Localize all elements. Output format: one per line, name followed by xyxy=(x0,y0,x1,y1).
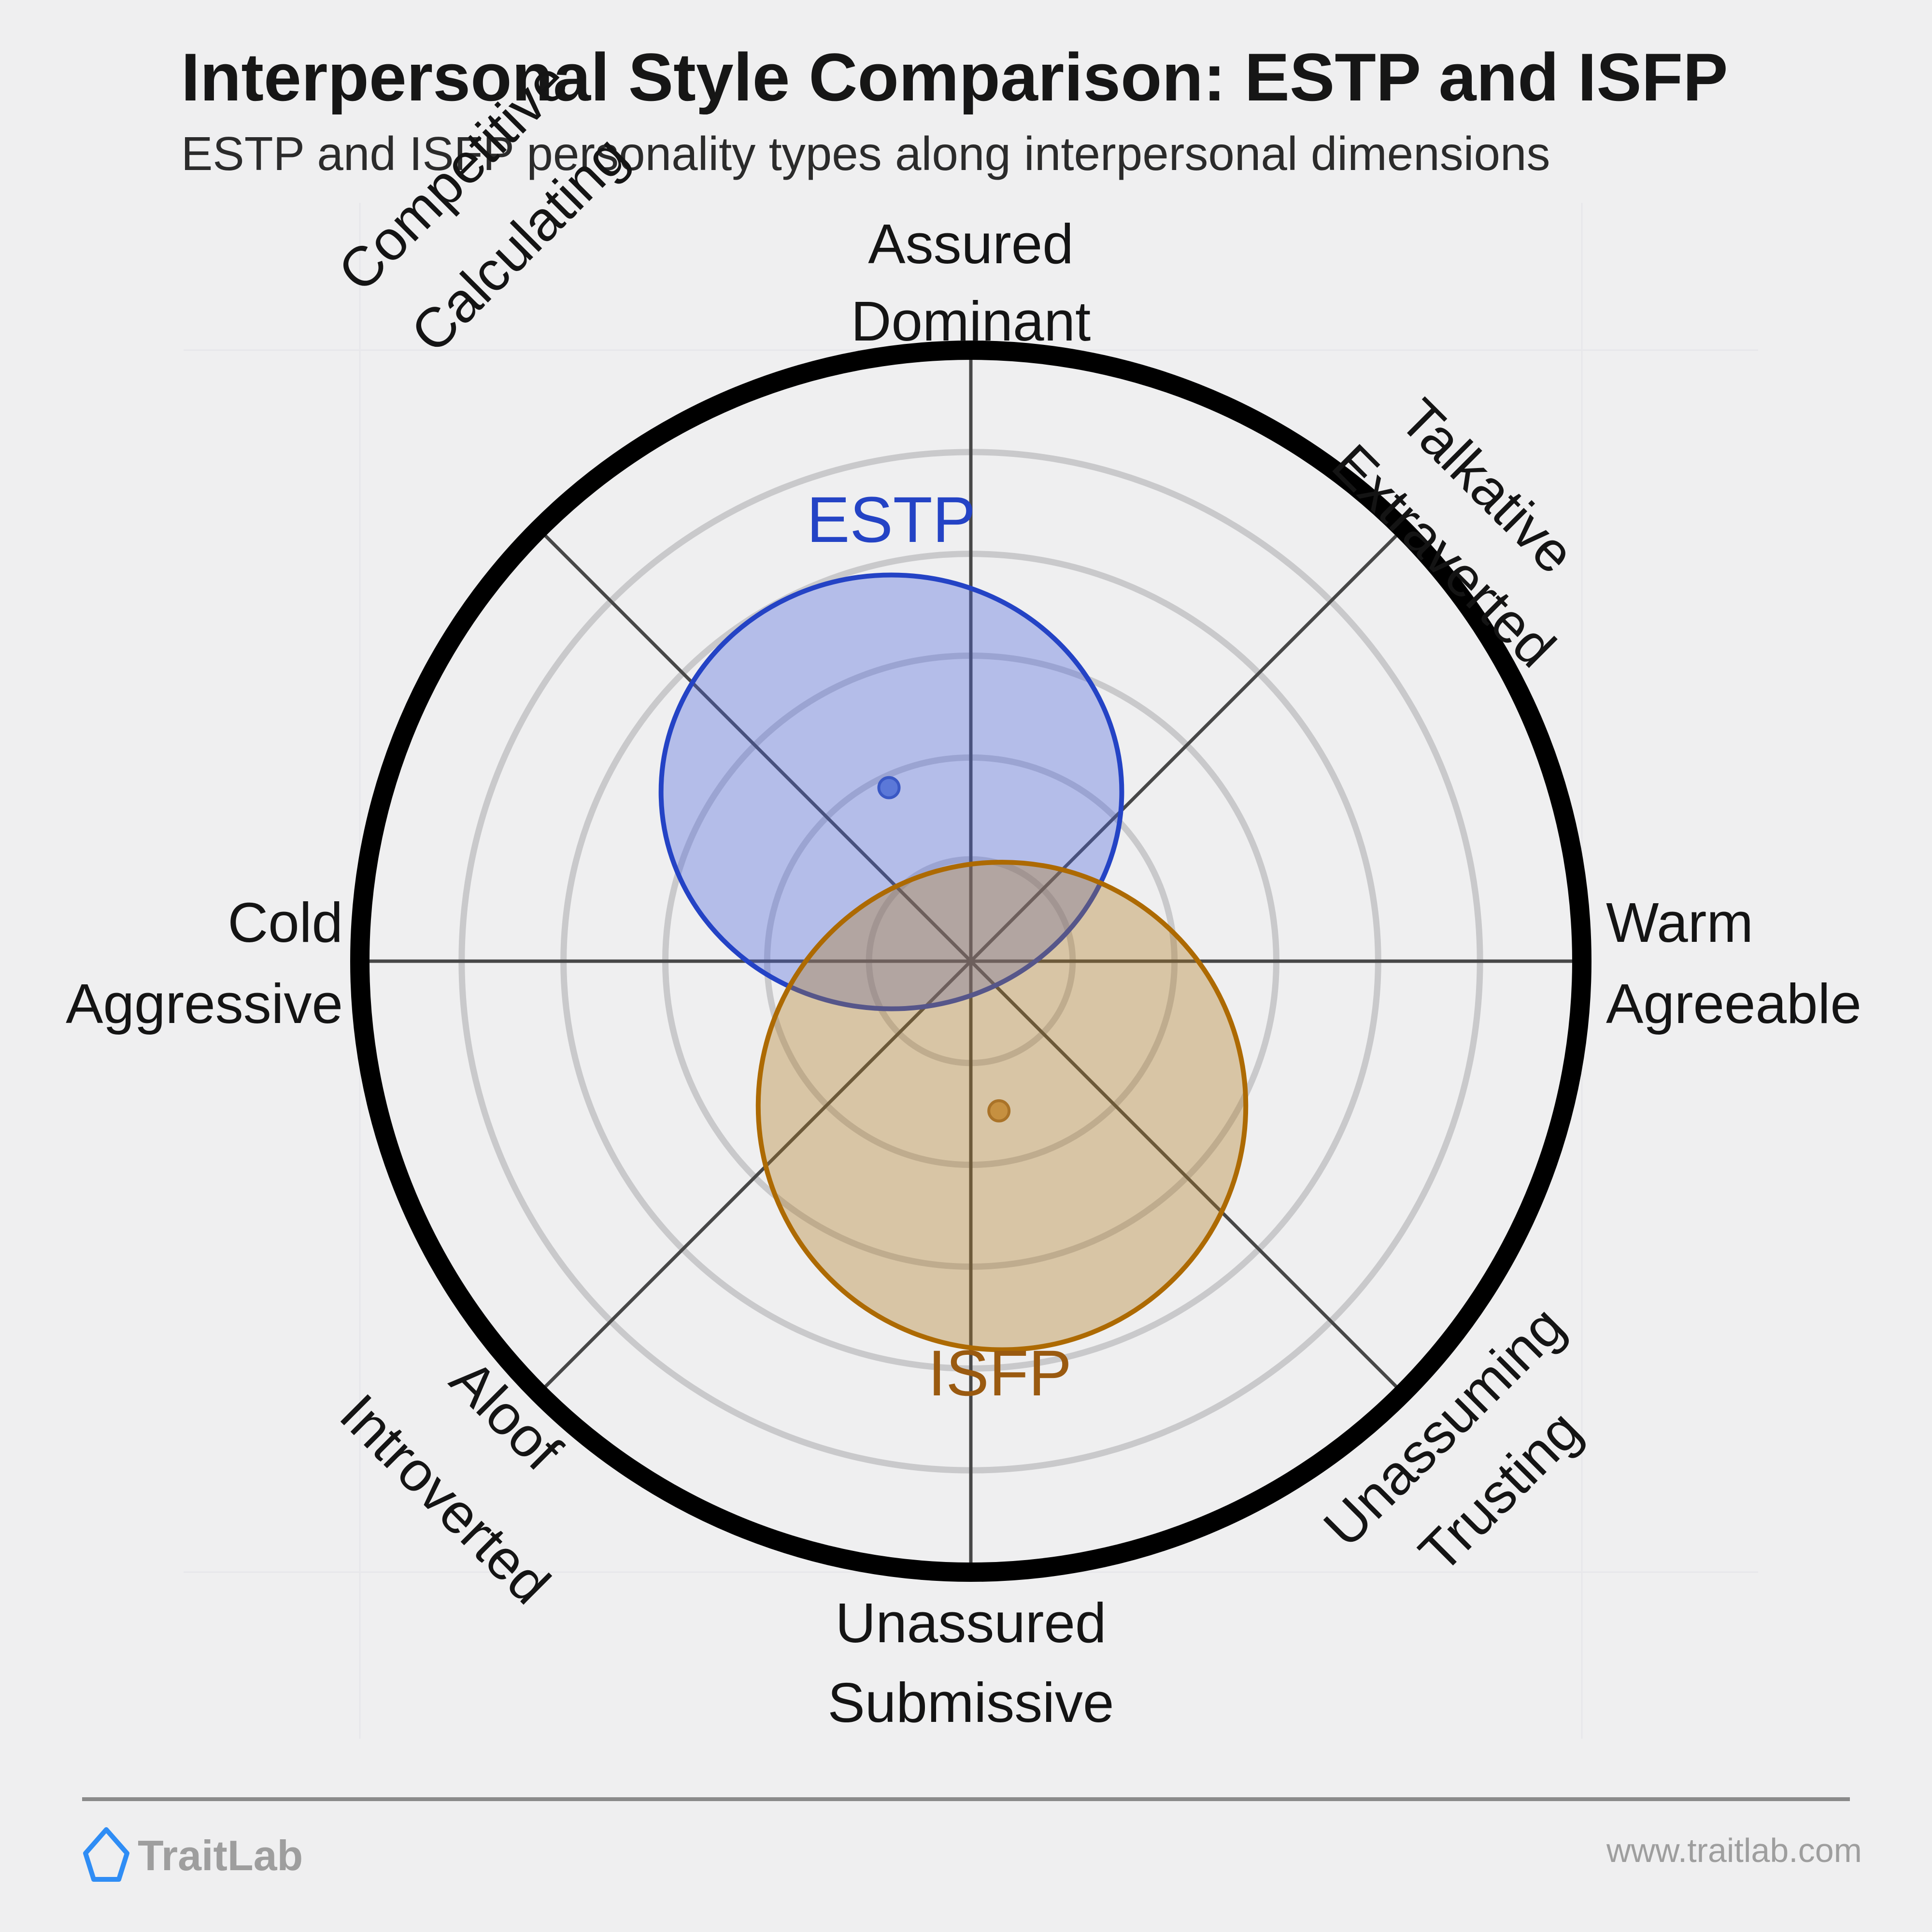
isfp-mean-dot xyxy=(987,1099,1011,1122)
brand-name: TraitLab xyxy=(138,1832,303,1879)
axis-spoke xyxy=(969,960,1404,1394)
axis-label-aggressive: Aggressive xyxy=(66,972,343,1035)
series-label-isfp: ISFP xyxy=(928,1337,1072,1409)
axis-label-unassured: Unassured xyxy=(836,1591,1107,1654)
outer-boundary-circle xyxy=(350,341,1591,1582)
website-url: www.traitlab.com xyxy=(1606,1832,1862,1869)
axis-spoke xyxy=(969,528,1404,963)
page-subtitle: ESTP and ISFP personality types along in… xyxy=(181,127,1550,180)
pentagon-icon xyxy=(83,1827,129,1882)
estp-mean-dot xyxy=(877,776,901,799)
axis-spokes xyxy=(360,350,1582,1572)
axis-spoke xyxy=(538,960,972,1394)
axis-label-agreeable: Agreeable xyxy=(1606,972,1861,1035)
axis-label-submissive: Submissive xyxy=(827,1671,1114,1734)
axis-label-assured: Assured xyxy=(868,213,1074,275)
series-label-estp: ESTP xyxy=(807,484,976,556)
axis-spoke xyxy=(538,528,972,963)
axis-label-warm: Warm xyxy=(1606,891,1753,954)
axis-label-cold: Cold xyxy=(227,891,343,954)
axis-label-dominant: Dominant xyxy=(851,290,1091,353)
page-title: Interpersonal Style Comparison: ESTP and… xyxy=(181,39,1728,115)
